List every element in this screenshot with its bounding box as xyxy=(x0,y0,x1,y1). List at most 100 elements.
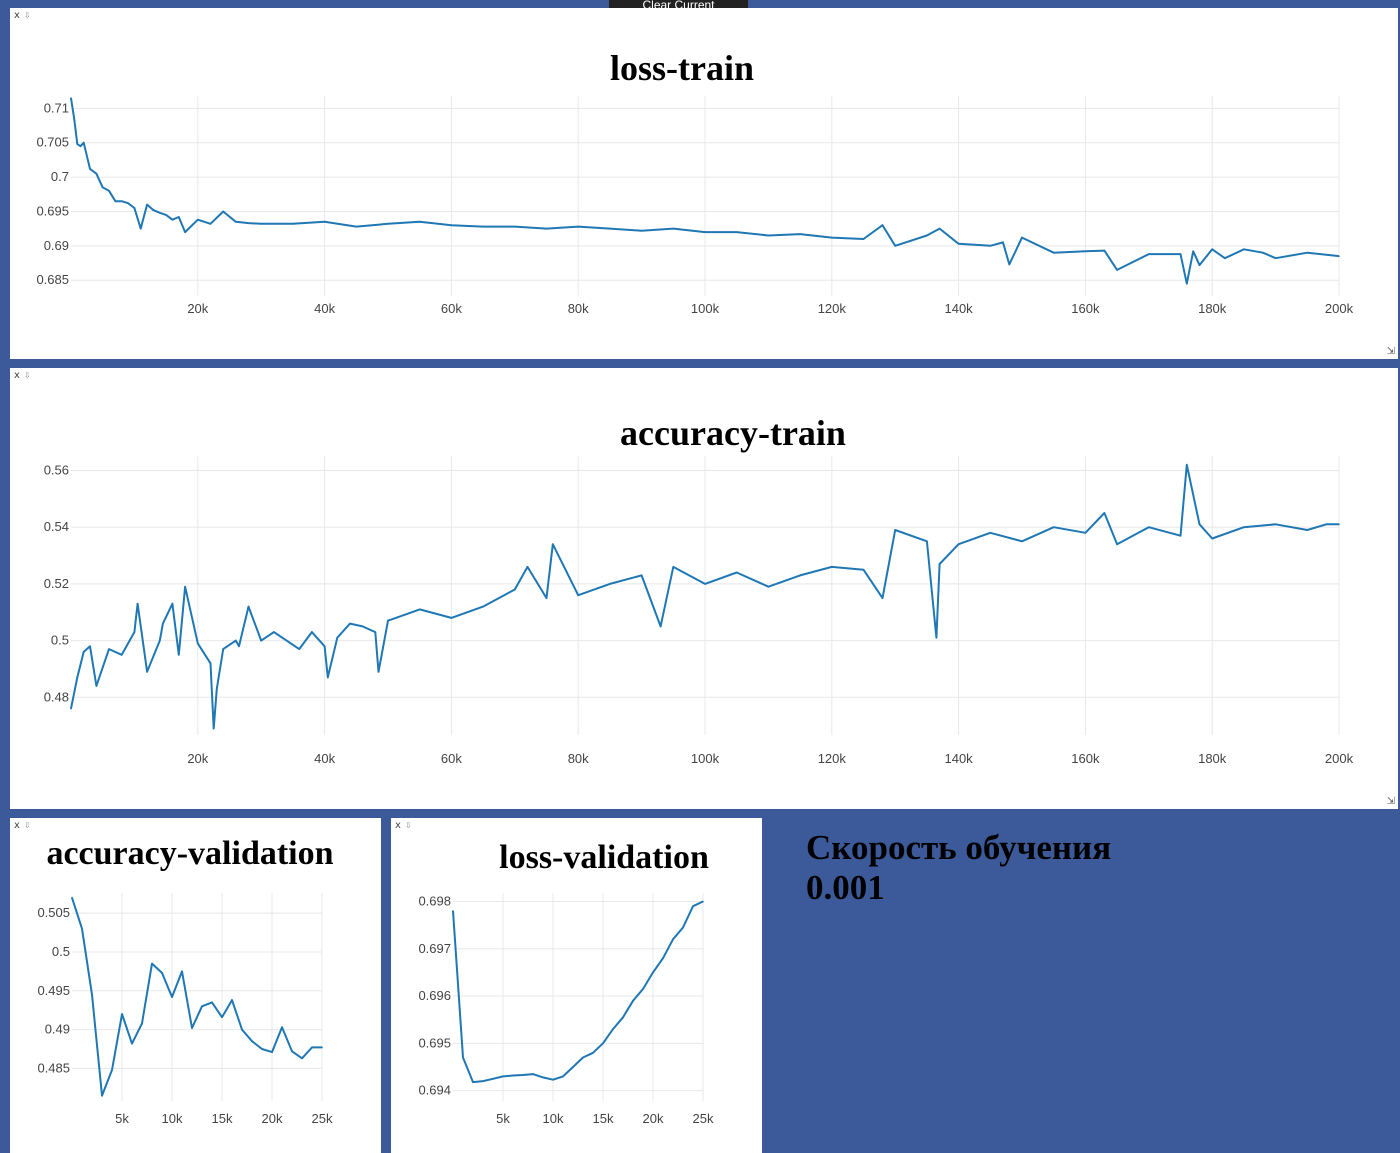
data-point xyxy=(197,218,199,221)
x-tick-label: 140k xyxy=(944,301,973,316)
chart-loss-validation: 5k 10k 15k 20k 25k 0.694 0.695 0.696 0.697 0.698 l… xyxy=(418,839,714,1126)
data-point xyxy=(158,639,161,642)
data-point xyxy=(609,227,611,230)
data-point xyxy=(1338,255,1340,257)
data-point xyxy=(542,1076,544,1079)
data-point xyxy=(482,605,484,608)
data-point xyxy=(212,727,215,730)
x-tick-label: 80k xyxy=(568,301,589,316)
y-tick-label: 0.685 xyxy=(36,272,69,287)
data-point xyxy=(221,1016,223,1018)
data-point xyxy=(704,231,706,233)
data-point xyxy=(1186,463,1188,466)
y-tick-label: 0.696 xyxy=(418,988,451,1003)
data-point xyxy=(1211,537,1213,540)
data-point xyxy=(201,1005,203,1008)
data-point xyxy=(799,574,801,577)
data-point xyxy=(1179,534,1182,537)
y-tick-label: 0.52 xyxy=(44,576,69,591)
data-point xyxy=(418,220,421,223)
data-point xyxy=(735,231,738,233)
data-point xyxy=(251,1040,253,1043)
data-point xyxy=(101,186,104,189)
data-point xyxy=(146,203,148,206)
y-tick-label: 0.495 xyxy=(37,983,70,998)
data-point xyxy=(133,207,136,209)
download-icon[interactable]: ⇩ xyxy=(23,11,31,20)
x-tick-label: 10k xyxy=(162,1111,183,1126)
chart-title: accuracy-train xyxy=(620,413,846,453)
data-point xyxy=(1186,282,1188,285)
resize-handle-icon[interactable]: ⇲ xyxy=(1386,796,1395,807)
data-point xyxy=(361,625,364,628)
data-point xyxy=(577,225,579,228)
y-tick-label: 0.5 xyxy=(52,944,70,959)
download-icon[interactable]: ⇩ xyxy=(404,821,412,830)
y-tick-label: 0.705 xyxy=(36,135,69,150)
data-point xyxy=(1008,263,1011,266)
data-point xyxy=(672,566,675,568)
data-point xyxy=(120,200,123,202)
data-point xyxy=(512,1074,514,1077)
resize-handle-icon[interactable]: ⇲ xyxy=(1386,346,1395,357)
series-line xyxy=(70,463,1339,730)
data-point xyxy=(1052,251,1055,254)
data-point xyxy=(323,220,326,223)
x-tick-label: 20k xyxy=(187,301,208,316)
data-point xyxy=(938,563,941,565)
data-point xyxy=(139,227,142,230)
close-icon[interactable]: x xyxy=(14,370,20,381)
data-point xyxy=(171,218,174,221)
data-point xyxy=(285,639,288,642)
chart-title: loss-train xyxy=(610,48,754,88)
close-icon[interactable]: x xyxy=(14,10,20,21)
data-point xyxy=(95,172,98,175)
data-point xyxy=(957,242,960,245)
x-tick-label: 20k xyxy=(262,1111,283,1126)
data-point xyxy=(377,670,380,673)
data-point xyxy=(291,1050,293,1053)
download-icon[interactable]: ⇩ xyxy=(23,371,31,380)
data-point xyxy=(209,662,212,665)
data-point xyxy=(209,223,212,225)
data-point xyxy=(76,143,79,145)
data-point xyxy=(1179,253,1182,255)
close-icon[interactable]: x xyxy=(14,820,20,831)
download-icon[interactable]: ⇩ xyxy=(23,821,31,830)
chart-accuracy-validation: 5k 10k 15k 20k 25k 0.485 0.49 0.495 0.5 0.505 accu… xyxy=(37,835,333,1126)
pane-accuracy-validation: x ⇩ 5k 10k 15k 20k 25k 0.485 0.49 0.495 0.5 0.505 a… xyxy=(10,818,381,1153)
data-point xyxy=(292,223,294,225)
data-point xyxy=(452,910,454,912)
data-point xyxy=(640,229,643,232)
data-point xyxy=(355,225,358,228)
data-point xyxy=(171,996,173,998)
data-point xyxy=(171,602,174,605)
data-point xyxy=(1002,241,1004,244)
data-point xyxy=(146,670,148,673)
learning-rate-note: Скорость обучения 0.001 xyxy=(806,828,1111,908)
data-point xyxy=(672,938,674,941)
y-tick-label: 0.69 xyxy=(44,238,69,253)
y-tick-label: 0.48 xyxy=(44,689,69,704)
chart-title: loss-validation xyxy=(499,839,709,876)
data-point xyxy=(767,234,770,237)
data-point xyxy=(609,583,611,585)
data-point xyxy=(260,223,262,225)
data-point xyxy=(197,642,199,645)
y-tick-label: 0.695 xyxy=(36,203,69,218)
data-point xyxy=(602,1042,604,1045)
data-point xyxy=(662,957,664,960)
pane-loss-validation: x ⇩ 5k 10k 15k 20k 25k 0.694 0.695 0.696 0.697 0.6… xyxy=(391,818,762,1153)
y-tick-label: 0.485 xyxy=(37,1060,70,1075)
data-point xyxy=(572,1066,574,1068)
x-tick-label: 10k xyxy=(543,1111,564,1126)
data-point xyxy=(1021,540,1023,543)
data-point xyxy=(133,631,136,633)
data-point xyxy=(211,1001,213,1004)
data-point xyxy=(704,583,706,585)
data-point xyxy=(336,636,339,639)
x-tick-label: 180k xyxy=(1198,301,1227,316)
data-point xyxy=(612,1028,614,1030)
close-icon[interactable]: x xyxy=(395,820,401,831)
data-point xyxy=(387,223,389,225)
